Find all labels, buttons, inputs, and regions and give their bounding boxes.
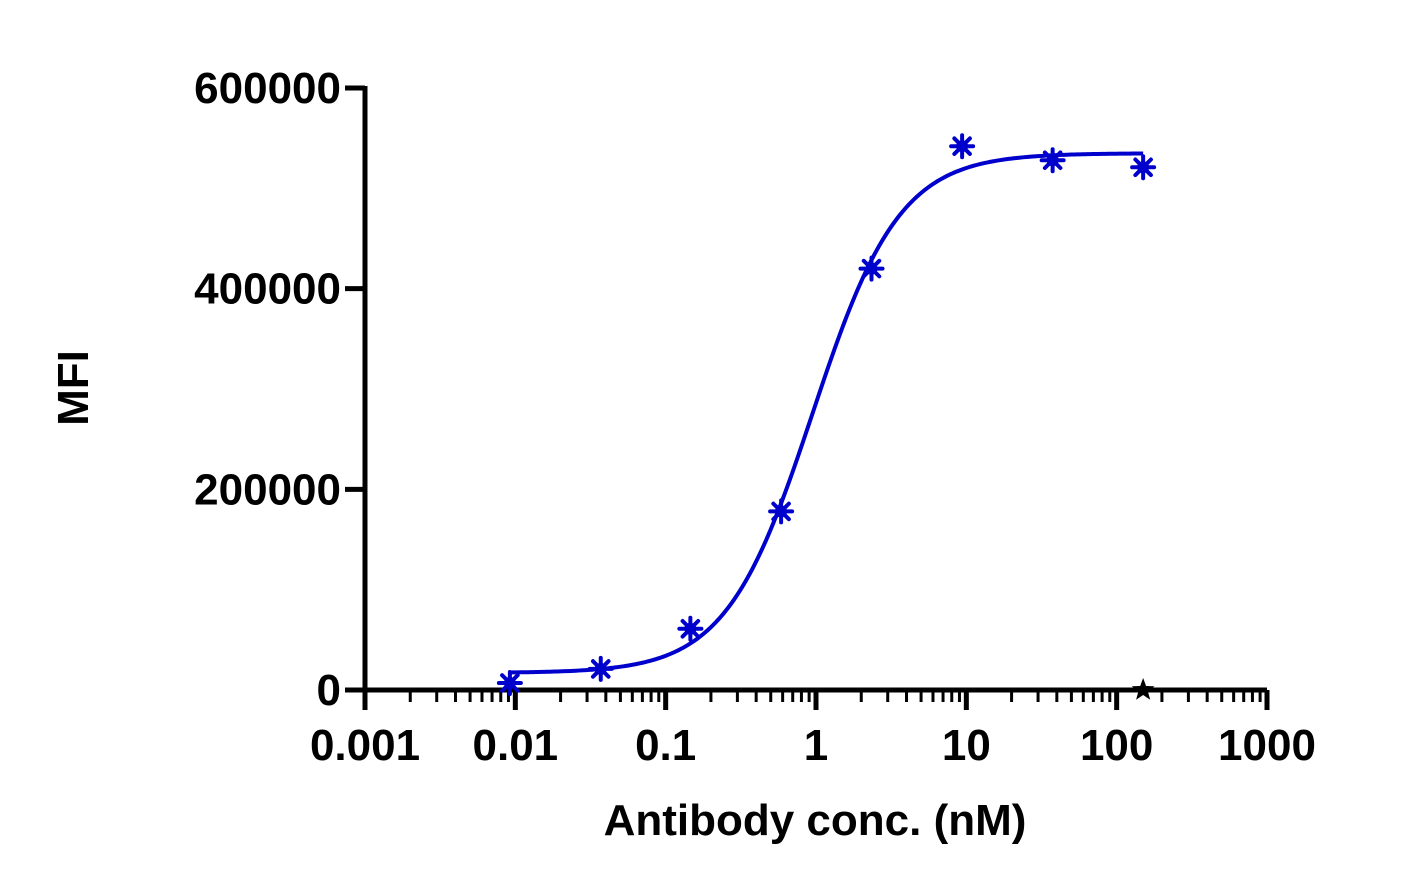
x-tick-label: 10	[942, 721, 991, 770]
data-point-spoke	[1042, 150, 1063, 171]
data-point-spoke	[680, 619, 701, 639]
data-points-layer	[496, 133, 1157, 700]
fit-curve-line	[509, 151, 1144, 675]
y-axis	[345, 85, 368, 693]
y-axis-title: MFI	[49, 350, 98, 426]
data-point	[1039, 147, 1066, 174]
y-tick-label: 400000	[194, 265, 341, 314]
y-tick-label: 200000	[194, 465, 341, 514]
data-point	[496, 669, 523, 696]
x-tick-labels: 0.001 0.01 0.1 1 10 100 1000	[310, 721, 1316, 770]
data-point-spoke	[952, 136, 972, 156]
x-axis	[362, 687, 1270, 710]
data-point	[949, 133, 976, 160]
y-tick-labels: 0 200000 400000 600000	[194, 64, 341, 715]
data-point-spoke	[590, 659, 611, 679]
data-point	[768, 498, 795, 525]
x-tick-label: 0.001	[310, 721, 420, 770]
x-tick-label: 1	[804, 721, 828, 770]
fit-curve-layer	[509, 151, 1144, 675]
x-axis-title: Antibody conc. (nM)	[604, 796, 1027, 845]
control-data-point	[1131, 678, 1155, 700]
data-point-spoke	[771, 501, 791, 522]
data-point	[1130, 154, 1157, 181]
data-point	[587, 655, 614, 682]
data-point-spoke	[861, 258, 882, 279]
y-tick-label: 600000	[194, 64, 341, 113]
data-point	[677, 615, 704, 642]
x-tick-label: 0.01	[473, 721, 559, 770]
x-tick-label: 100	[1080, 721, 1153, 770]
data-point-spoke	[1133, 157, 1153, 178]
data-point	[858, 255, 885, 282]
x-tick-label: 1000	[1218, 721, 1316, 770]
y-tick-label: 0	[317, 666, 341, 715]
x-tick-label: 0.1	[635, 721, 696, 770]
data-point-spoke	[500, 673, 520, 693]
